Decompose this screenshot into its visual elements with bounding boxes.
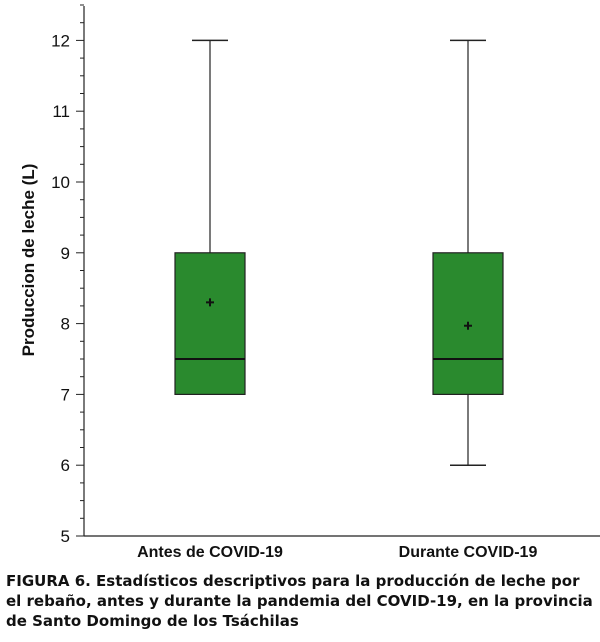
category-label: Antes de COVID-19	[137, 544, 283, 561]
y-tick-label: 7	[61, 385, 70, 404]
box-series: Antes de COVID-19 Durante COVID-19	[137, 39, 538, 561]
box-group: Antes de COVID-19	[137, 39, 283, 561]
y-tick-label: 8	[61, 315, 70, 334]
box-plot: 5 6 7 8 9 10 11 12 Antes de COVID-19 Durante COV…	[19, 4, 600, 561]
y-tick-label: 11	[52, 102, 70, 121]
category-label: Durante COVID-19	[399, 544, 538, 561]
box-group: Durante COVID-19	[399, 39, 538, 561]
y-tick-label: 9	[61, 244, 70, 263]
y-axis-title: Produccion de leche (L)	[19, 164, 38, 357]
axes: 5 6 7 8 9 10 11 12	[51, 4, 600, 546]
iqr-box	[174, 252, 246, 396]
y-tick-label: 5	[61, 527, 70, 546]
y-tick-label: 12	[51, 31, 70, 50]
figure-caption: FIGURA 6. Estadísticos descriptivos para…	[6, 572, 593, 630]
y-tick-label: 10	[51, 173, 70, 192]
y-tick-label: 6	[61, 456, 70, 475]
